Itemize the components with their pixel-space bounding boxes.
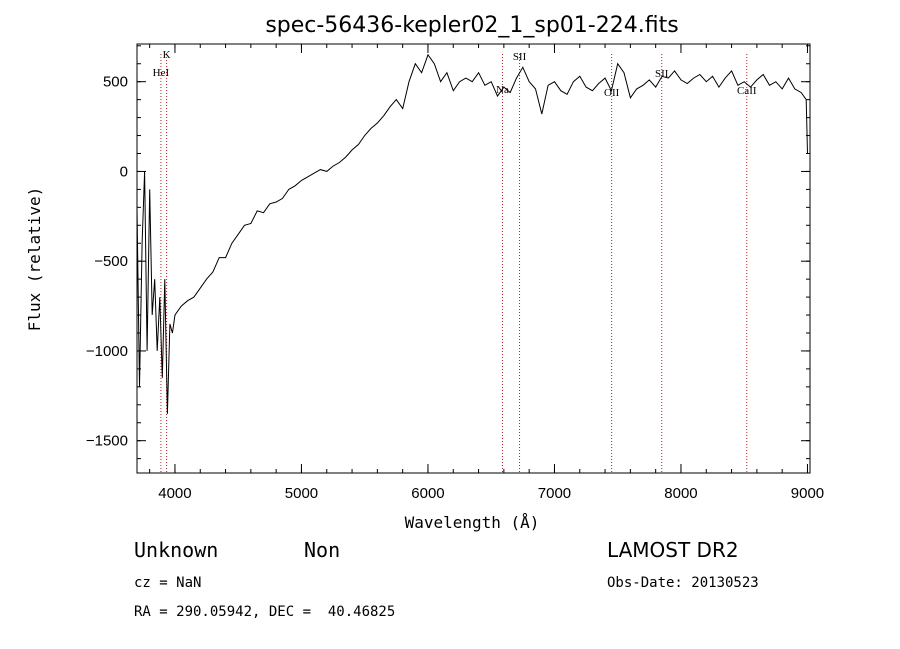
y-tick-label: −1500 [86,433,128,450]
y-axis-label: Flux (relative) [25,187,44,332]
class-label: Unknown [134,538,219,562]
obs-date-label: Obs-Date: 20130523 [607,575,759,591]
y-tick-label: 500 [103,74,128,91]
x-tick-label: 7000 [538,485,571,502]
y-tick-label: −1000 [86,343,128,360]
x-axis-label: Wavelength (Å) [405,513,540,532]
x-tick-label: 4000 [158,485,191,502]
x-tick-label: 5000 [285,485,318,502]
line-marker-label: SII [513,51,527,63]
coords-label: RA = 290.05942, DEC = 40.46825 [134,604,396,620]
survey-label: LAMOST DR2 [607,538,739,562]
line-marker-label: CaII [737,85,757,97]
x-tick-label: 6000 [411,485,444,502]
x-tick-label: 9000 [791,485,824,502]
chart-title: spec-56436-kepler02_1_sp01-224.fits [265,13,678,38]
cz-label: cz = NaN [134,575,202,591]
line-marker-label: K [163,49,171,61]
line-marker-label: HeI [153,67,170,79]
axis-ticks: 4000 5000 6000 7000 8000 9000 −1500 −1000 −500 0 5… [86,44,824,502]
line-marker-label: SII [655,68,669,80]
line-marker-label: OII [604,87,620,99]
y-tick-label: −500 [94,253,128,270]
plot-frame [136,43,811,474]
spectrum-line [136,53,808,414]
y-tick-label: 0 [120,163,128,180]
x-tick-label: 8000 [664,485,697,502]
subclass-label: Non [304,538,341,562]
